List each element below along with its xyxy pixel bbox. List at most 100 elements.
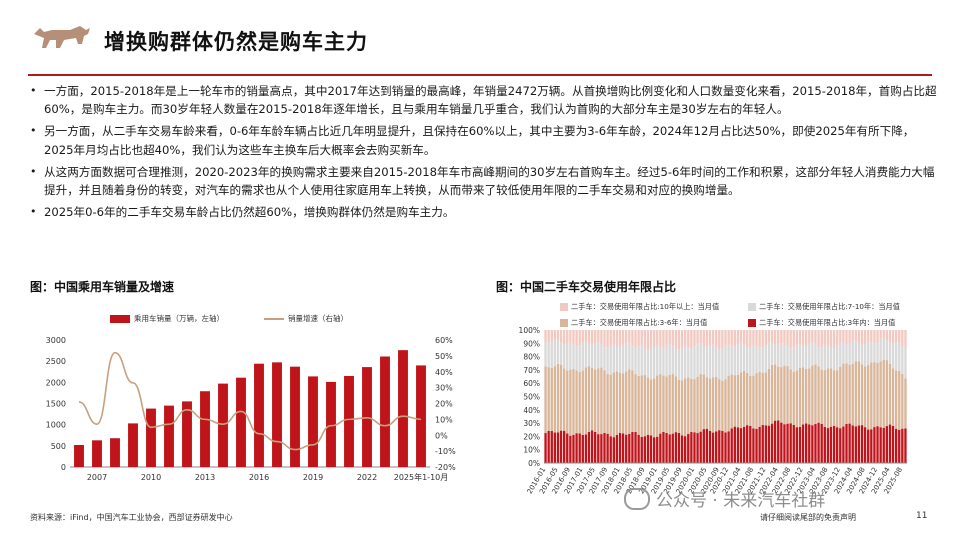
stacked-segment (646, 434, 650, 463)
legend-swatch (560, 319, 568, 327)
left-chart-legend: 乘用车销量（万辆，左轴） 销量增速（右轴） (110, 313, 348, 324)
disclaimer: 请仔细阅读尾部的免责声明 (760, 513, 856, 522)
stacked-segment (767, 425, 771, 463)
stacked-segment (705, 377, 709, 429)
stacked-segment (656, 436, 659, 463)
stacked-segment (618, 432, 622, 463)
y-right-tick-label: 20% (435, 400, 453, 409)
stacked-segment (606, 373, 609, 434)
stacked-segment (631, 370, 634, 432)
stacked-segment (777, 366, 780, 421)
stacked-segment (687, 330, 690, 348)
stacked-segment (814, 423, 817, 463)
y-tick-label: 50% (523, 393, 540, 402)
stacked-segment (857, 361, 861, 426)
stacked-segment (668, 330, 671, 345)
stacked-segment (842, 342, 845, 364)
stacked-segment (882, 330, 885, 338)
stacked-segment (761, 330, 764, 348)
stacked-segment (870, 341, 873, 363)
stacked-segment (730, 330, 733, 347)
stacked-segment (553, 366, 557, 433)
stacked-segment (736, 344, 740, 375)
stacked-segment (566, 433, 569, 463)
stacked-segment (643, 347, 647, 376)
stacked-segment (894, 370, 898, 429)
stacked-segment (839, 428, 842, 463)
stacked-segment (804, 368, 808, 424)
stacked-segment (668, 374, 671, 435)
stacked-segment (804, 423, 808, 463)
y-tick-label: 100% (519, 326, 540, 335)
stacked-segment (845, 330, 848, 345)
stacked-segment (609, 330, 612, 346)
sales-bar (272, 362, 282, 467)
stacked-segment (826, 330, 830, 346)
stacked-segment (752, 428, 755, 463)
stacked-segment (795, 344, 799, 371)
stacked-segment (544, 330, 547, 342)
stacked-segment (569, 435, 572, 463)
stacked-segment (556, 432, 560, 463)
stacked-segment (783, 330, 786, 344)
stacked-segment (550, 431, 553, 463)
stacked-segment (901, 373, 904, 429)
stacked-segment (674, 348, 678, 377)
stacked-segment (656, 345, 659, 376)
stacked-segment (854, 340, 857, 362)
stacked-segment (808, 330, 811, 344)
stacked-segment (749, 330, 752, 348)
sales-bar (200, 391, 210, 467)
stacked-segment (594, 343, 597, 370)
stacked-segment (742, 370, 746, 427)
stacked-segment (857, 425, 861, 463)
stacked-segment (677, 330, 681, 350)
stacked-segment (854, 426, 857, 463)
stacked-segment (879, 361, 882, 428)
stacked-segment (556, 339, 560, 364)
stacked-segment (683, 346, 687, 379)
stacked-segment (742, 330, 746, 345)
stacked-segment (867, 365, 870, 430)
stacked-segment (814, 330, 817, 345)
stacked-segment (569, 342, 572, 370)
stacked-segment (867, 341, 870, 366)
stacked-segment (634, 330, 637, 348)
stacked-segment (739, 342, 743, 373)
stacked-segment (702, 346, 705, 375)
stacked-segment (798, 330, 802, 345)
watermark-text: 公众号 · 未来汽车社群 (656, 491, 826, 511)
stacked-segment (665, 376, 668, 433)
stacked-segment (721, 348, 724, 381)
stacked-segment (829, 347, 833, 369)
stacked-segment (736, 330, 740, 345)
stacked-segment (798, 344, 802, 368)
stacked-segment (606, 330, 609, 348)
stacked-segment (854, 330, 857, 341)
stacked-segment (764, 330, 768, 346)
stacked-segment (839, 366, 842, 429)
stacked-segment (671, 346, 674, 374)
stacked-segment (671, 330, 674, 347)
stacked-segment (848, 364, 851, 424)
legend-swatch (560, 303, 568, 311)
y-tick-label: 30% (523, 419, 540, 428)
stacked-segment (739, 372, 743, 429)
stacked-segment (603, 370, 606, 433)
stacked-segment (711, 330, 715, 345)
stacked-segment (876, 362, 879, 427)
legend-label: 二手车：交易使用年限占比:3-6年：当月值 (571, 318, 708, 327)
stacked-segment (894, 330, 898, 342)
stacked-segment (811, 365, 814, 426)
stacked-segment (848, 343, 851, 365)
stacked-segment (777, 330, 780, 345)
stacked-segment (792, 424, 795, 463)
legend-label: 二手车：交易使用年限占比:10年以上：当月值 (571, 302, 720, 311)
legend-item-under3: 二手车：交易使用年限占比:3年内：当月值 (748, 318, 918, 328)
stacked-segment (566, 330, 569, 344)
stacked-segment (656, 375, 659, 437)
y-tick-label: 10% (523, 446, 540, 455)
legend-swatch (748, 319, 756, 327)
stacked-segment (798, 367, 802, 427)
sales-bar (326, 381, 336, 467)
